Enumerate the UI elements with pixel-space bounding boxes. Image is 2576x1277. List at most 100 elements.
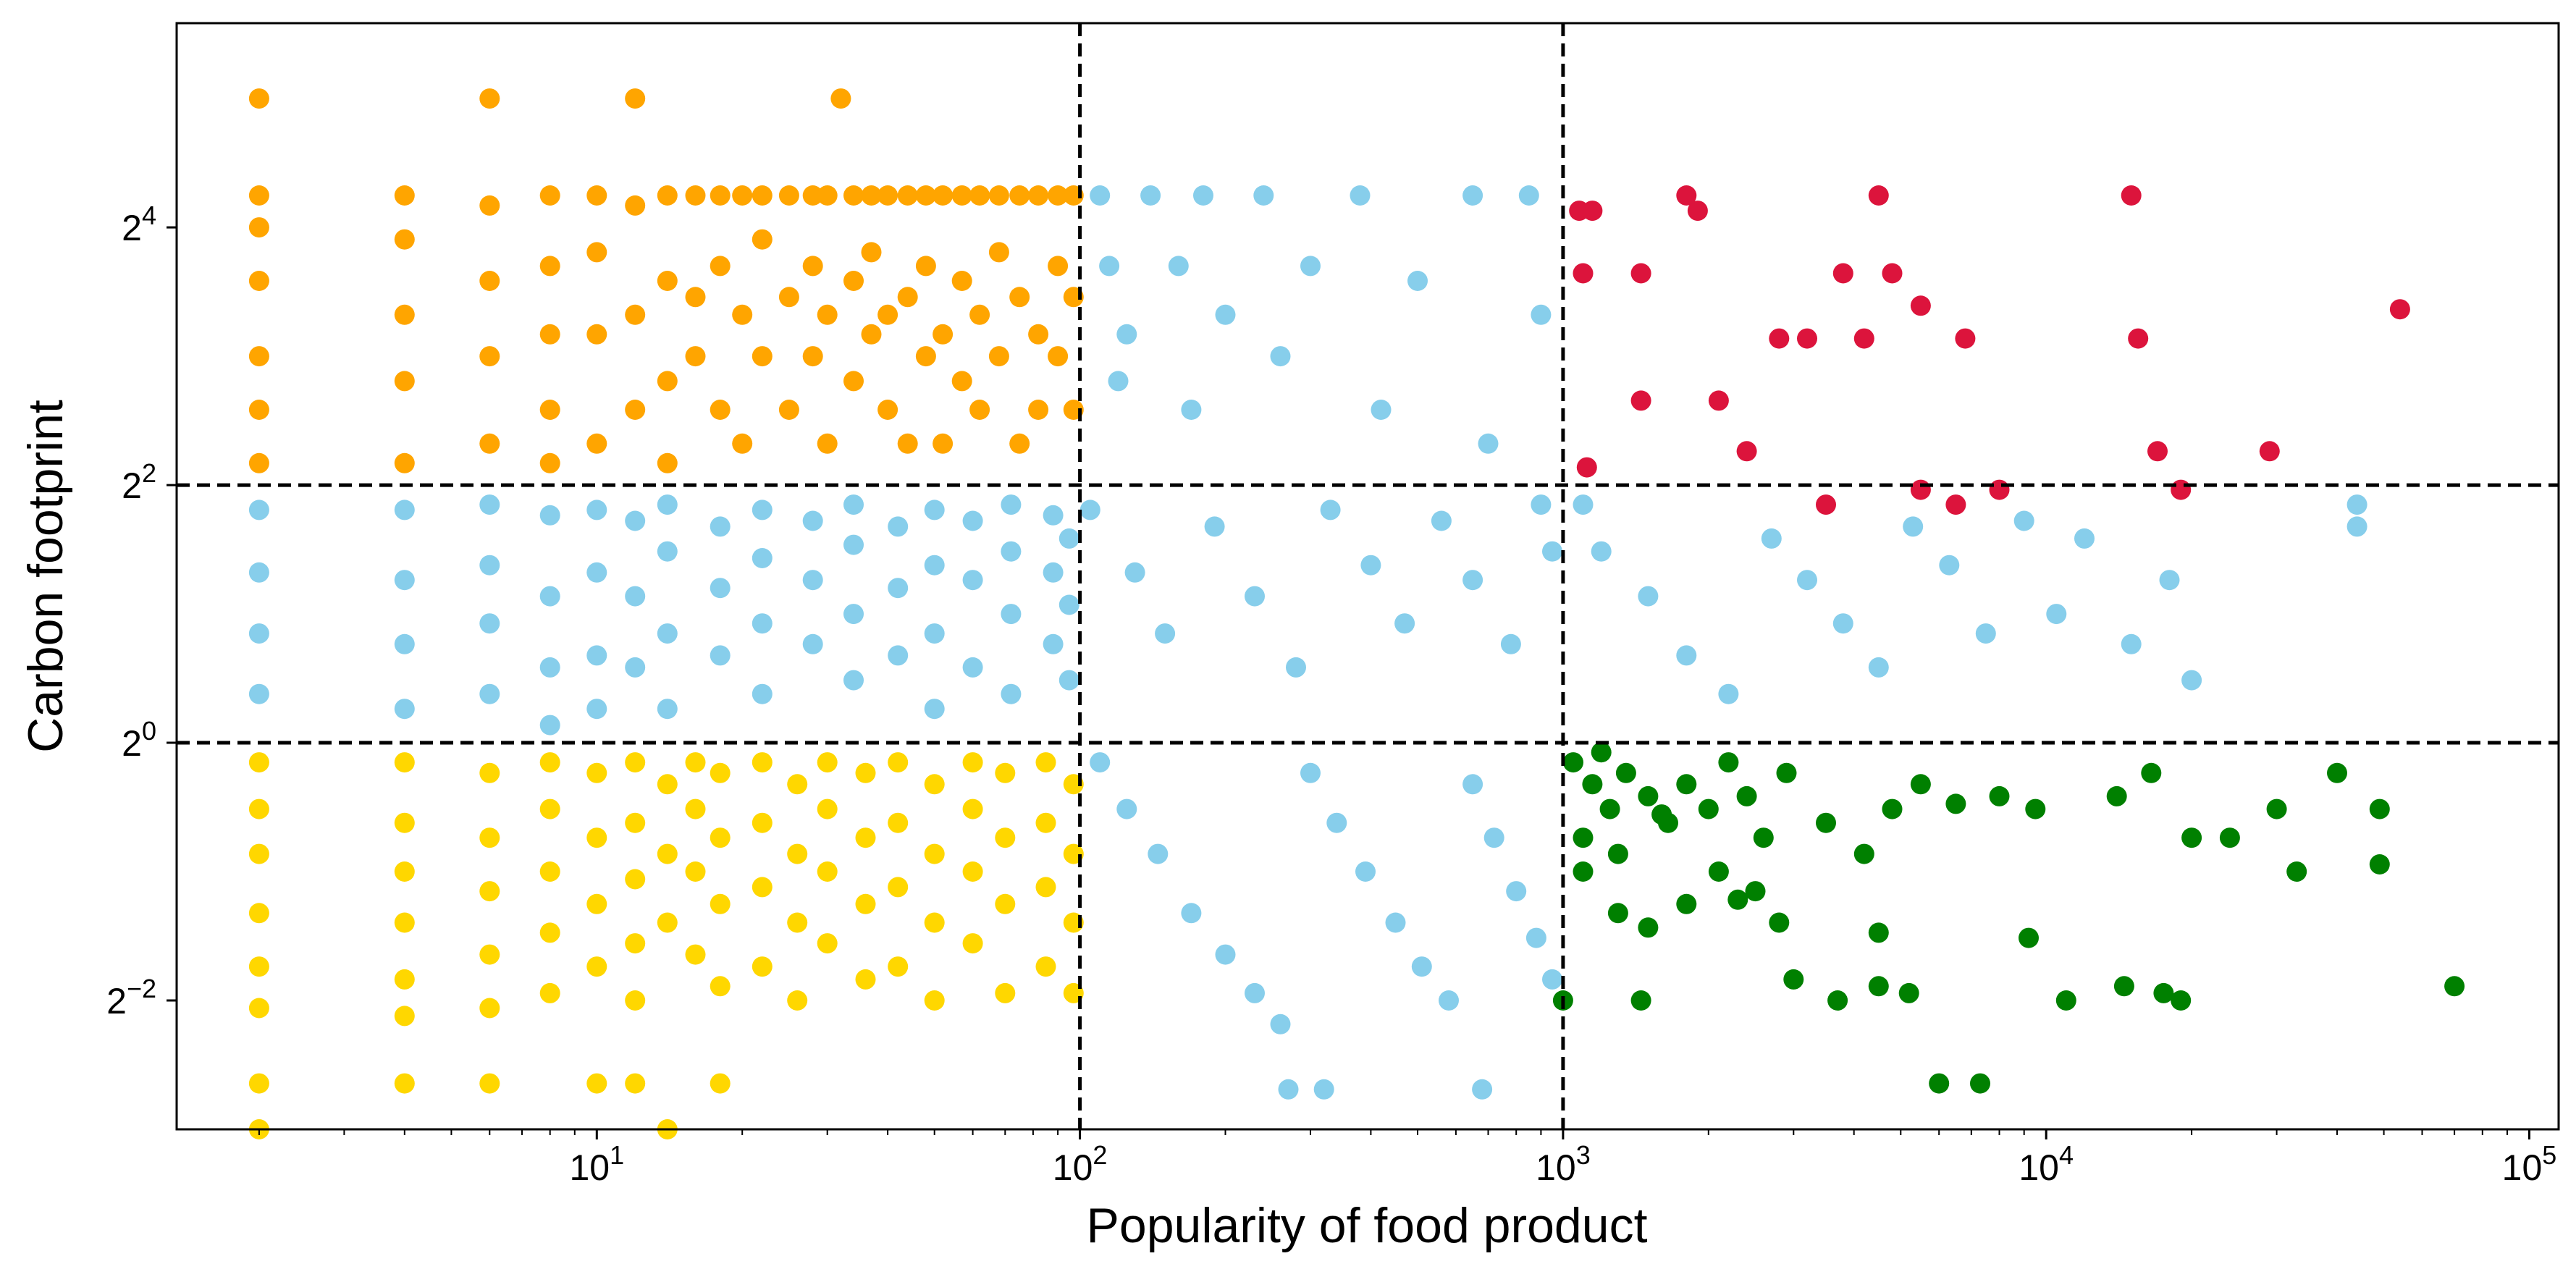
data-point	[1797, 570, 1817, 591]
data-point	[732, 304, 753, 325]
data-point	[995, 893, 1016, 914]
data-point	[1326, 812, 1347, 833]
data-point	[394, 452, 415, 473]
data-point	[625, 304, 646, 325]
data-point	[248, 452, 269, 473]
data-point	[248, 798, 269, 819]
data-point	[539, 657, 560, 678]
data-point	[1148, 843, 1169, 864]
data-point	[1360, 555, 1381, 576]
data-point	[1035, 956, 1056, 977]
data-point	[586, 562, 607, 583]
data-point	[2346, 494, 2367, 515]
series-0	[248, 88, 1084, 473]
data-point	[1407, 271, 1428, 291]
data-point	[539, 715, 560, 736]
data-point	[1736, 785, 1757, 806]
data-point	[479, 613, 500, 634]
data-point	[479, 346, 500, 367]
data-point	[1028, 324, 1049, 345]
data-point	[969, 304, 990, 325]
data-point	[861, 324, 882, 345]
data-point	[924, 774, 945, 795]
data-point	[1245, 586, 1265, 607]
data-point	[625, 88, 646, 109]
data-point	[1638, 917, 1659, 938]
y-axis-ticks: 2−2 20 22 24	[106, 201, 177, 1021]
data-point	[1320, 500, 1341, 521]
data-point	[817, 798, 838, 819]
y-tick-label: 24	[122, 201, 156, 248]
data-point	[877, 400, 898, 420]
data-point	[1204, 516, 1225, 537]
data-point	[1245, 982, 1265, 1003]
series-3	[1569, 185, 2410, 515]
data-point	[1472, 1079, 1493, 1100]
data-point	[248, 956, 269, 977]
data-point	[1431, 510, 1452, 531]
data-point	[1506, 881, 1527, 902]
data-point	[988, 242, 1009, 263]
data-point	[1687, 201, 1708, 222]
x-tick-label: 103	[1536, 1140, 1591, 1188]
data-point	[752, 346, 773, 367]
data-point	[1108, 371, 1129, 392]
data-point	[685, 185, 706, 206]
data-point	[933, 185, 954, 206]
data-point	[1591, 541, 1612, 562]
data-point	[657, 185, 678, 206]
data-point	[685, 798, 706, 819]
data-point	[1542, 541, 1562, 562]
data-point	[1868, 976, 1889, 997]
data-point	[2444, 976, 2465, 997]
data-point	[1462, 185, 1483, 206]
data-point	[1371, 400, 1392, 420]
data-point	[962, 570, 983, 591]
data-point	[1168, 256, 1189, 277]
data-point	[710, 1073, 731, 1094]
data-point	[710, 645, 731, 666]
data-point	[1975, 623, 1996, 644]
data-point	[1753, 827, 1774, 848]
data-point	[752, 613, 773, 634]
data-point	[710, 400, 731, 420]
data-point	[394, 500, 415, 521]
data-point	[1009, 185, 1030, 206]
data-point	[248, 752, 269, 773]
data-point	[625, 586, 646, 607]
data-point	[539, 256, 560, 277]
data-point	[962, 933, 983, 954]
data-point	[539, 324, 560, 345]
data-point	[657, 774, 678, 795]
data-point	[1868, 657, 1889, 678]
data-point	[1761, 528, 1782, 549]
data-point	[855, 762, 876, 783]
data-point	[248, 346, 269, 367]
data-point	[1591, 742, 1612, 763]
data-point	[2013, 510, 2034, 531]
reference-lines	[177, 23, 2559, 1129]
data-point	[586, 827, 607, 848]
data-point	[248, 88, 269, 109]
data-point	[1910, 774, 1931, 795]
data-point	[1989, 785, 2010, 806]
data-point	[1140, 185, 1161, 206]
data-point	[888, 812, 909, 833]
data-point	[924, 912, 945, 933]
data-point	[1270, 1013, 1291, 1034]
data-point	[787, 912, 808, 933]
data-point	[1630, 390, 1651, 411]
data-point	[1043, 633, 1064, 654]
data-point	[1651, 804, 1672, 825]
data-point	[1827, 990, 1848, 1011]
data-point	[1035, 752, 1056, 773]
data-point	[710, 516, 731, 537]
data-point	[248, 400, 269, 420]
data-point	[888, 645, 909, 666]
data-point	[1525, 927, 1546, 948]
data-point	[843, 534, 864, 555]
data-point	[843, 185, 864, 206]
data-point	[969, 185, 990, 206]
data-point	[1882, 263, 1903, 284]
